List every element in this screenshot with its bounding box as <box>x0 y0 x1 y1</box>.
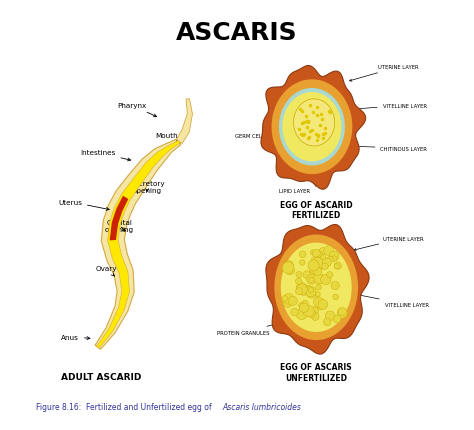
Circle shape <box>303 271 310 279</box>
Circle shape <box>307 274 317 285</box>
Text: Uterus: Uterus <box>58 199 109 211</box>
Circle shape <box>299 286 309 296</box>
Circle shape <box>316 252 322 258</box>
Circle shape <box>333 316 341 323</box>
Text: VITELLINE LAYER: VITELLINE LAYER <box>356 294 429 307</box>
Circle shape <box>316 285 321 290</box>
Circle shape <box>334 262 341 270</box>
Polygon shape <box>95 139 181 350</box>
Text: Intestines: Intestines <box>80 150 131 162</box>
Circle shape <box>302 301 308 307</box>
Circle shape <box>306 287 316 297</box>
Circle shape <box>311 313 319 321</box>
Text: EGG OF ASCARIS
UNFERTILIZED: EGG OF ASCARIS UNFERTILIZED <box>281 362 352 382</box>
Circle shape <box>297 283 306 292</box>
Circle shape <box>303 306 314 317</box>
Text: Genital
opening: Genital opening <box>105 219 134 232</box>
Polygon shape <box>109 196 128 241</box>
Circle shape <box>337 308 347 319</box>
Circle shape <box>323 318 331 326</box>
Circle shape <box>317 301 325 310</box>
Circle shape <box>282 296 288 301</box>
Circle shape <box>295 279 302 285</box>
Text: PROTEIN GRANULES: PROTEIN GRANULES <box>217 320 292 335</box>
Text: ADULT ASCARID: ADULT ASCARID <box>62 372 142 381</box>
Text: UTERINE LAYER: UTERINE LAYER <box>350 65 419 82</box>
Circle shape <box>313 273 324 284</box>
Text: LIPID LAYER: LIPID LAYER <box>279 185 317 194</box>
Circle shape <box>334 264 339 269</box>
Text: Ovary: Ovary <box>96 265 117 276</box>
Text: Pharynx: Pharynx <box>118 103 156 117</box>
Circle shape <box>333 295 338 300</box>
Circle shape <box>325 311 335 321</box>
Circle shape <box>315 292 320 297</box>
Circle shape <box>320 255 326 260</box>
Text: UTERINE LAYER: UTERINE LAYER <box>354 236 423 251</box>
Circle shape <box>310 266 318 274</box>
Circle shape <box>338 308 346 316</box>
Circle shape <box>312 250 320 258</box>
Circle shape <box>297 284 307 295</box>
Circle shape <box>307 289 316 298</box>
Circle shape <box>327 272 333 278</box>
Circle shape <box>296 288 302 295</box>
Text: Anus: Anus <box>61 334 90 340</box>
Circle shape <box>286 267 294 275</box>
Polygon shape <box>266 225 369 354</box>
Text: VITELLINE LAYER: VITELLINE LAYER <box>350 104 427 111</box>
Circle shape <box>291 309 298 316</box>
Circle shape <box>285 261 293 269</box>
Circle shape <box>311 257 318 263</box>
Polygon shape <box>281 243 352 332</box>
Circle shape <box>314 268 322 276</box>
Circle shape <box>283 262 294 274</box>
Circle shape <box>304 286 312 293</box>
Text: GERM CELL: GERM CELL <box>235 133 288 138</box>
Text: ASCARIS: ASCARIS <box>176 21 298 45</box>
Text: Mouth: Mouth <box>155 133 178 144</box>
Text: CHITINOUS LAYER: CHITINOUS LAYER <box>350 146 428 151</box>
Circle shape <box>327 257 333 263</box>
Polygon shape <box>274 235 358 340</box>
Circle shape <box>329 252 339 261</box>
Polygon shape <box>261 66 365 190</box>
Polygon shape <box>293 100 335 147</box>
Circle shape <box>309 288 314 293</box>
Circle shape <box>307 309 315 318</box>
Circle shape <box>318 300 328 310</box>
Circle shape <box>313 297 324 307</box>
Polygon shape <box>272 80 352 175</box>
Circle shape <box>310 250 316 255</box>
Circle shape <box>313 263 323 272</box>
Circle shape <box>283 294 294 304</box>
Circle shape <box>322 264 328 270</box>
Circle shape <box>300 260 305 266</box>
Polygon shape <box>176 99 192 144</box>
Circle shape <box>319 248 326 255</box>
Text: Excretory
opening: Excretory opening <box>130 181 164 194</box>
Text: EGG OF ASCARID
FERTILIZED: EGG OF ASCARID FERTILIZED <box>280 200 353 219</box>
Circle shape <box>324 246 334 256</box>
Circle shape <box>283 298 292 307</box>
Polygon shape <box>97 141 180 348</box>
Circle shape <box>322 258 331 267</box>
Circle shape <box>308 260 319 271</box>
Circle shape <box>296 272 302 278</box>
Circle shape <box>300 252 306 258</box>
Circle shape <box>331 282 339 290</box>
Circle shape <box>312 258 324 270</box>
Circle shape <box>299 303 305 309</box>
Circle shape <box>321 275 331 285</box>
Circle shape <box>332 256 337 261</box>
Text: Ascaris lumbricoides: Ascaris lumbricoides <box>222 402 301 411</box>
Circle shape <box>310 307 319 316</box>
Circle shape <box>299 304 309 313</box>
Polygon shape <box>283 93 341 162</box>
Circle shape <box>296 309 307 320</box>
Circle shape <box>288 297 297 306</box>
Circle shape <box>309 277 314 283</box>
Polygon shape <box>279 89 345 166</box>
Text: Figure 8.16:  Fertilized and Unfertilized egg of: Figure 8.16: Fertilized and Unfertilized… <box>36 402 214 411</box>
